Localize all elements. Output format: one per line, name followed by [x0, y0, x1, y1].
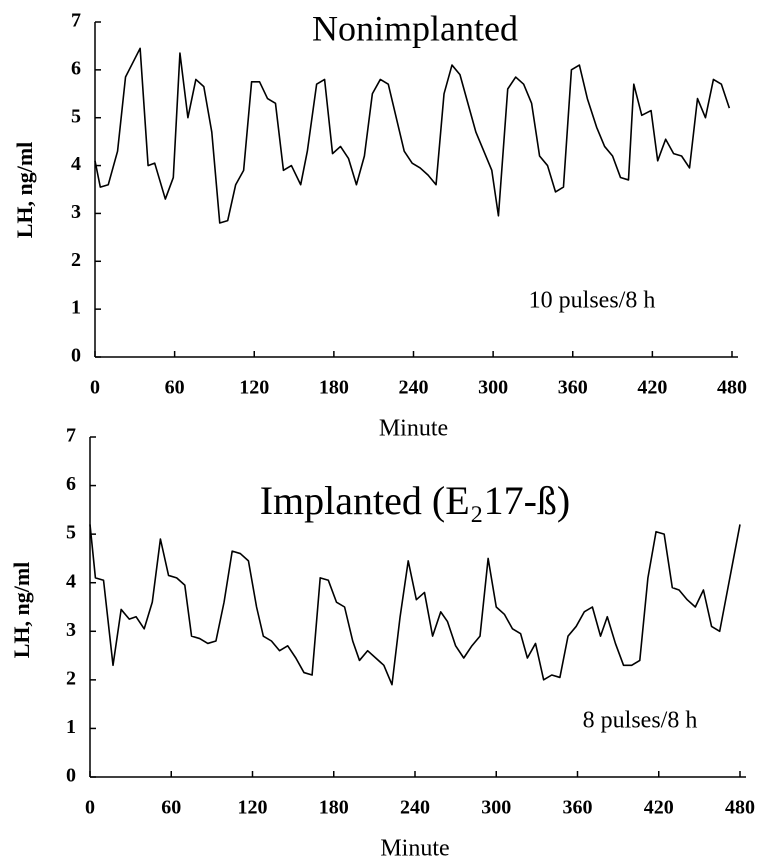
x-tick-label: 0: [90, 377, 100, 399]
y-tick-label: 2: [66, 667, 76, 689]
x-tick-label: 120: [238, 797, 268, 819]
x-tick-label: 0: [85, 797, 95, 819]
x-tick-label: 60: [161, 797, 181, 819]
chart-title: Nonimplanted: [312, 8, 518, 48]
y-tick-label: 0: [66, 765, 76, 787]
x-tick-label: 180: [319, 377, 349, 399]
y-tick-label: 7: [66, 425, 76, 447]
y-tick-label: 4: [66, 570, 76, 592]
x-tick-label: 240: [400, 797, 430, 819]
chart-title: Implanted (E₂17-ß): [260, 478, 571, 523]
x-axis-label: Minute: [379, 416, 448, 442]
y-axis-label: LH, ng/ml: [12, 142, 37, 239]
data-line: [89, 524, 741, 686]
x-tick-label: 420: [637, 377, 667, 399]
y-tick-label: 1: [66, 716, 76, 738]
y-tick-label: 2: [71, 249, 81, 271]
x-tick-label: 240: [399, 377, 429, 399]
y-tick-label: 7: [71, 10, 81, 32]
y-tick-label: 4: [71, 153, 81, 175]
y-tick-label: 5: [71, 105, 81, 127]
data-line: [94, 47, 731, 224]
annotation: 10 pulses/8 h: [529, 288, 656, 314]
y-tick-label: 3: [71, 201, 81, 223]
y-tick-label: 6: [71, 57, 81, 79]
x-tick-label: 480: [725, 797, 755, 819]
x-tick-label: 360: [563, 797, 593, 819]
y-tick-label: 5: [66, 522, 76, 544]
y-tick-label: 1: [71, 297, 81, 319]
y-tick-label: 6: [66, 473, 76, 495]
x-tick-label: 120: [239, 377, 269, 399]
x-tick-label: 480: [717, 377, 747, 399]
y-axis-label: LH, ng/ml: [9, 562, 34, 659]
x-tick-label: 360: [558, 377, 588, 399]
x-tick-label: 300: [478, 377, 508, 399]
x-axis-label: Minute: [380, 836, 449, 862]
x-tick-label: 60: [165, 377, 185, 399]
annotation: 8 pulses/8 h: [583, 708, 698, 734]
y-tick-label: 0: [71, 345, 81, 367]
x-tick-label: 420: [644, 797, 674, 819]
x-tick-label: 300: [481, 797, 511, 819]
x-tick-label: 180: [319, 797, 349, 819]
y-tick-label: 3: [66, 619, 76, 641]
